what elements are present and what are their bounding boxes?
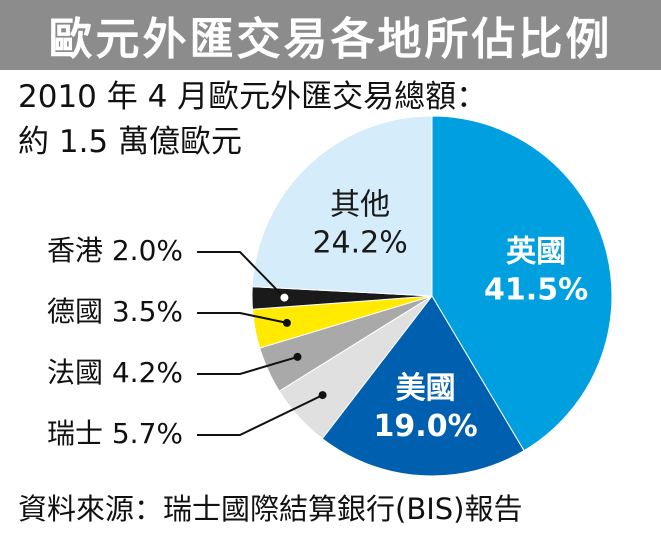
source-note: 資料來源：瑞士國際結算銀行(BIS)報告 xyxy=(18,492,523,526)
pie-slice-0 xyxy=(431,115,613,452)
slice-value-label-1: 19.0% xyxy=(374,409,478,444)
slice-name-label-1: 美國 xyxy=(396,371,456,406)
slice-name-label-6: 其他 xyxy=(330,187,390,222)
leader-line-法國 xyxy=(197,355,298,375)
side-label-法國: 法國 4.2% xyxy=(47,356,183,389)
pie-slice-1 xyxy=(321,295,525,477)
slice-value-label-6: 24.2% xyxy=(312,225,407,260)
leader-dot-法國 xyxy=(293,352,302,361)
slice-name-label-0: 英國 xyxy=(506,234,566,269)
title-bar: 歐元外匯交易各地所佔比例 xyxy=(0,0,661,70)
leader-dot-香港 xyxy=(280,293,289,302)
subtitle-amount-line: 約 1.5 萬億歐元 xyxy=(18,124,243,160)
side-label-香港: 香港 2.0% xyxy=(47,234,183,267)
leader-dot-德國 xyxy=(282,318,291,327)
side-label-瑞士: 瑞士 5.7% xyxy=(47,417,183,450)
subtitle-total-line: 2010 年 4 月歐元外匯交易總額： xyxy=(18,79,488,115)
leader-dot-瑞士 xyxy=(318,391,327,400)
chart-title: 歐元外匯交易各地所佔比例 xyxy=(48,14,613,65)
side-label-德國: 德國 3.5% xyxy=(47,295,183,328)
leader-line-瑞士 xyxy=(197,394,324,436)
leader-line-香港 xyxy=(197,251,286,299)
leader-line-德國 xyxy=(197,312,288,324)
slice-value-label-0: 41.5% xyxy=(484,272,588,307)
pie-slice-6 xyxy=(251,115,433,297)
